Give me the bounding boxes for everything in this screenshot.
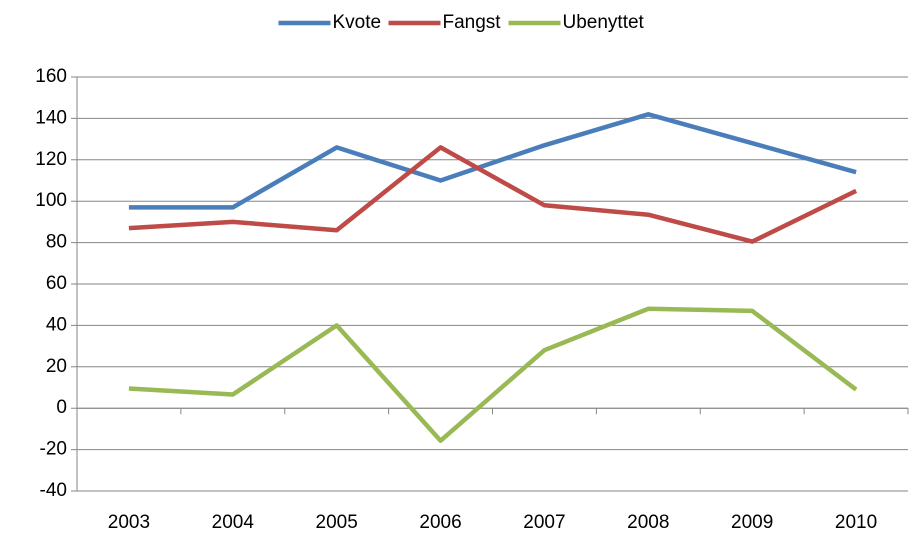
x-tick-label: 2003 — [108, 512, 150, 533]
x-tick-label: 2010 — [835, 512, 877, 533]
y-tick-label: 60 — [46, 273, 67, 294]
y-tick-label: 140 — [35, 107, 67, 128]
x-tick-label: 2008 — [627, 512, 669, 533]
legend-label: Fangst — [443, 12, 502, 33]
legend-label: Kvote — [333, 12, 382, 33]
y-tick-label: 20 — [46, 356, 67, 377]
x-tick-label: 2007 — [523, 512, 565, 533]
x-tick-label: 2005 — [316, 512, 358, 533]
x-tick-label: 2009 — [731, 512, 773, 533]
y-tick-label: -20 — [40, 439, 67, 460]
y-tick-label: 100 — [35, 190, 67, 211]
y-tick-label: 0 — [56, 397, 67, 418]
x-tick-label: 2004 — [212, 512, 255, 533]
y-tick-label: 120 — [35, 149, 67, 170]
x-tick-label: 2006 — [419, 512, 461, 533]
y-tick-label: 160 — [35, 66, 67, 87]
y-tick-label: -40 — [40, 480, 67, 501]
series-line — [128, 306, 858, 443]
series-line — [128, 145, 858, 244]
y-tick-label: 40 — [46, 314, 67, 335]
series-line — [128, 112, 857, 210]
y-tick-label: 80 — [46, 232, 67, 253]
legend-label: Ubenyttet — [563, 12, 645, 33]
